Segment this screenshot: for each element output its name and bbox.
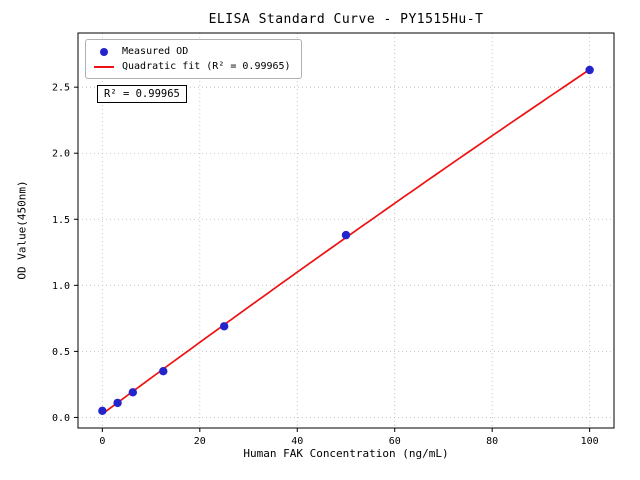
scatter-point xyxy=(219,322,229,331)
legend-label-measured-od: Measured OD xyxy=(122,46,189,57)
r-squared-annotation: R² = 0.99965 xyxy=(97,85,187,103)
legend-label-quadratic-fit: Quadratic fit (R² = 0.99965) xyxy=(122,61,291,72)
legend-entry-quadratic-fit: Quadratic fit (R² = 0.99965) xyxy=(94,59,291,74)
x-tick-label: 80 xyxy=(486,436,498,447)
scatter-point xyxy=(113,398,122,408)
x-tick-label: 100 xyxy=(581,436,599,447)
scatter-point xyxy=(159,366,168,376)
scatter-point xyxy=(585,65,594,75)
y-tick-label: 0.0 xyxy=(52,413,70,424)
x-axis-label: Human FAK Concentration (ng/mL) xyxy=(243,447,449,460)
x-tick-label: 60 xyxy=(389,436,401,447)
quadratic-fit-line-icon xyxy=(94,65,114,68)
scatter-point xyxy=(128,388,138,397)
y-axis-label: OD Value(450nm) xyxy=(15,180,29,280)
plot-border xyxy=(77,32,615,429)
y-tick-label: 1.5 xyxy=(52,215,70,226)
y-tick-label: 2.0 xyxy=(52,149,70,160)
y-tick-label: 1.0 xyxy=(52,281,70,292)
quadratic-fit-line xyxy=(101,68,591,415)
y-tick-label: 2.5 xyxy=(52,83,70,94)
legend-entry-measured-od: Measured OD xyxy=(94,44,291,59)
scatter-point xyxy=(341,230,351,240)
y-tick-label: 0.5 xyxy=(52,347,70,358)
x-tick-label: 0 xyxy=(99,436,105,447)
scatter-point xyxy=(98,406,107,416)
x-tick-label: 20 xyxy=(194,436,206,447)
chart-title: ELISA Standard Curve - PY1515Hu-T xyxy=(208,12,484,27)
measured-od-dot-icon xyxy=(100,47,108,56)
x-tick-label: 40 xyxy=(291,436,303,447)
legend: Measured OD Quadratic fit (R² = 0.99965) xyxy=(85,39,302,79)
